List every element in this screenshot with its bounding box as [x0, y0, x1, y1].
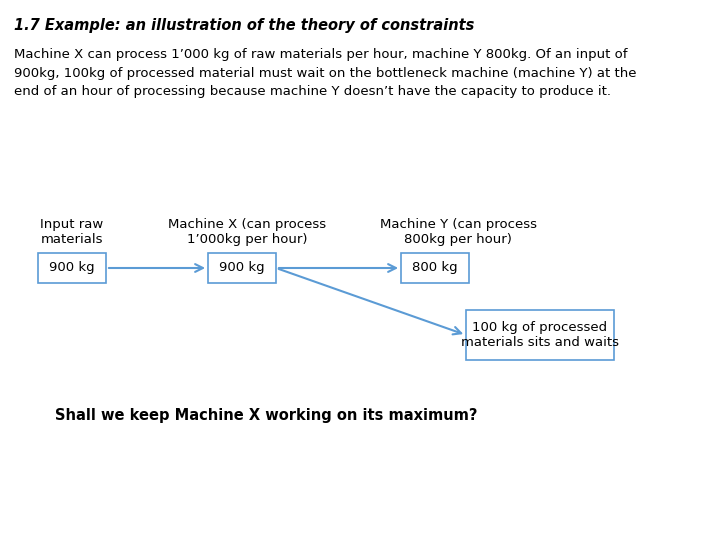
Text: Shall we keep Machine X working on its maximum?: Shall we keep Machine X working on its m…: [55, 408, 477, 423]
FancyBboxPatch shape: [466, 310, 614, 360]
Text: 900 kg: 900 kg: [49, 261, 95, 274]
Text: Machine X (can process
1’000kg per hour): Machine X (can process 1’000kg per hour): [168, 218, 326, 246]
Text: Machine X can process 1’000 kg of raw materials per hour, machine Y 800kg. Of an: Machine X can process 1’000 kg of raw ma…: [14, 48, 636, 98]
Text: 1.7 Example: an illustration of the theory of constraints: 1.7 Example: an illustration of the theo…: [14, 18, 474, 33]
Text: Input raw
materials: Input raw materials: [40, 218, 104, 246]
Text: 800 kg: 800 kg: [412, 261, 458, 274]
FancyBboxPatch shape: [208, 253, 276, 283]
Text: 100 kg of processed
materials sits and waits: 100 kg of processed materials sits and w…: [461, 321, 619, 349]
FancyBboxPatch shape: [401, 253, 469, 283]
Text: 900 kg: 900 kg: [219, 261, 265, 274]
FancyBboxPatch shape: [38, 253, 106, 283]
Text: Machine Y (can process
800kg per hour): Machine Y (can process 800kg per hour): [379, 218, 536, 246]
